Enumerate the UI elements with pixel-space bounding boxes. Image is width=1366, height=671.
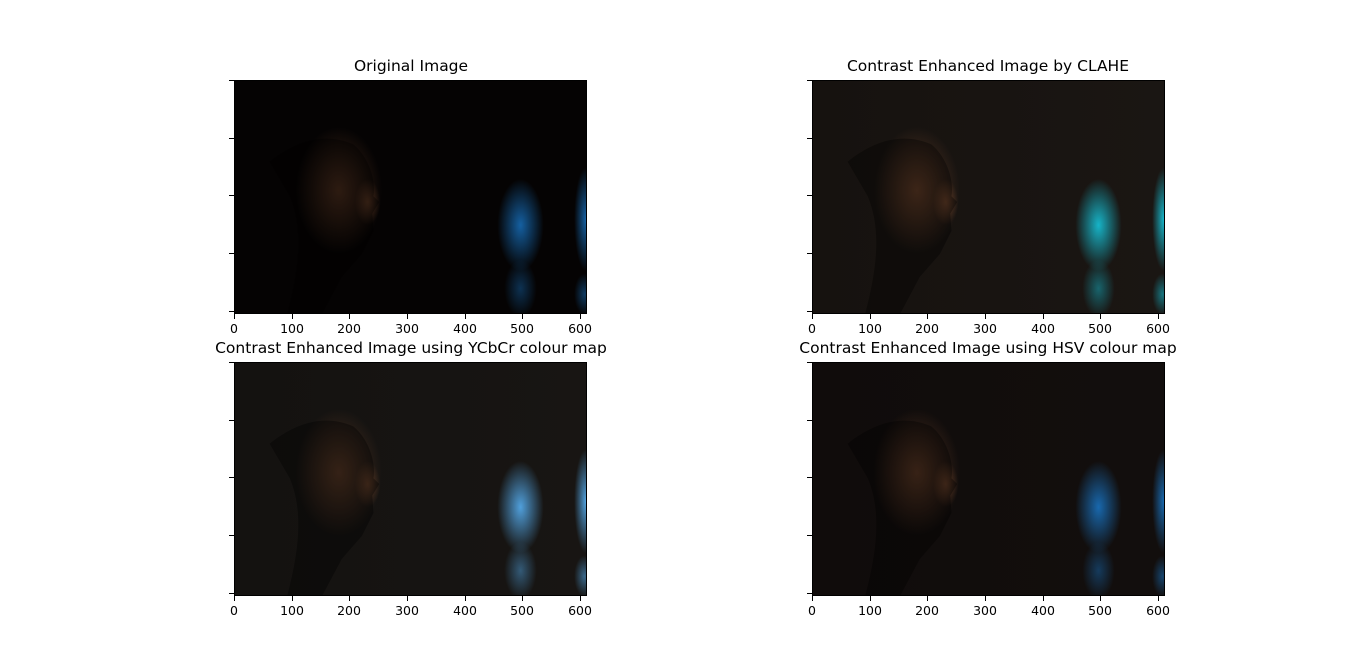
y-tick-mark [229,253,234,254]
photo-image [813,81,1164,313]
x-tick-mark [1100,314,1101,319]
y-tick-mark [807,311,812,312]
photo-image [235,81,586,313]
x-tick-label: 0 [808,321,816,336]
x-tick-mark [1043,314,1044,319]
x-tick-mark [1158,314,1159,319]
image-plot-original [234,80,587,314]
y-tick-mark [807,362,812,363]
y-tick-mark [229,535,234,536]
y-tick-mark [229,362,234,363]
x-tick-label: 600 [568,321,592,336]
x-tick-label: 500 [1088,603,1112,618]
x-tick-label: 600 [1146,603,1170,618]
x-tick-label: 400 [1031,603,1055,618]
x-tick-label: 300 [395,603,419,618]
y-tick-mark [229,420,234,421]
x-tick-label: 0 [230,321,238,336]
y-tick-mark [807,593,812,594]
x-tick-label: 200 [337,603,361,618]
x-tick-mark [1158,596,1159,601]
x-tick-label: 400 [453,321,477,336]
panel-title: Contrast Enhanced Image using HSV colour… [799,339,1177,357]
x-tick-label: 100 [280,321,304,336]
image-plot-hsv [812,362,1165,596]
y-tick-mark [807,253,812,254]
x-tick-label: 0 [808,603,816,618]
x-tick-mark [812,596,813,601]
x-tick-mark [580,314,581,319]
photo-image [235,363,586,595]
x-tick-label: 400 [453,603,477,618]
x-tick-mark [349,596,350,601]
y-tick-mark [807,195,812,196]
y-tick-mark [229,593,234,594]
y-tick-mark [229,80,234,81]
y-tick-mark [807,420,812,421]
x-tick-label: 600 [1146,321,1170,336]
x-tick-mark [870,596,871,601]
x-tick-mark [465,314,466,319]
x-tick-mark [465,596,466,601]
image-plot-clahe [812,80,1165,314]
x-tick-label: 200 [337,321,361,336]
image-plot-ycbcr [234,362,587,596]
panel-title: Contrast Enhanced Image using YCbCr colo… [215,339,607,357]
x-tick-label: 300 [973,321,997,336]
x-tick-mark [1043,596,1044,601]
x-tick-label: 100 [858,321,882,336]
x-tick-mark [927,314,928,319]
y-tick-mark [229,138,234,139]
x-tick-label: 500 [1088,321,1112,336]
panel-title: Contrast Enhanced Image by CLAHE [846,57,1130,75]
x-tick-mark [292,596,293,601]
y-tick-mark [229,477,234,478]
x-tick-mark [985,314,986,319]
x-tick-label: 300 [395,321,419,336]
x-tick-label: 500 [510,321,534,336]
panel-title: Original Image [353,57,469,75]
x-tick-label: 600 [568,603,592,618]
y-tick-mark [229,311,234,312]
x-tick-mark [234,314,235,319]
x-tick-mark [870,314,871,319]
x-tick-label: 500 [510,603,534,618]
x-tick-mark [407,314,408,319]
x-tick-mark [522,314,523,319]
x-tick-mark [522,596,523,601]
y-tick-mark [807,477,812,478]
x-tick-mark [407,596,408,601]
x-tick-label: 400 [1031,321,1055,336]
x-tick-mark [1100,596,1101,601]
x-tick-label: 200 [915,321,939,336]
x-tick-mark [580,596,581,601]
x-tick-label: 100 [858,603,882,618]
x-tick-label: 200 [915,603,939,618]
y-tick-mark [807,138,812,139]
x-tick-mark [234,596,235,601]
x-tick-label: 300 [973,603,997,618]
x-tick-mark [985,596,986,601]
x-tick-mark [927,596,928,601]
y-tick-mark [807,535,812,536]
x-tick-mark [349,314,350,319]
x-tick-mark [812,314,813,319]
photo-image [813,363,1164,595]
x-tick-mark [292,314,293,319]
y-tick-mark [807,80,812,81]
y-tick-mark [229,195,234,196]
x-tick-label: 100 [280,603,304,618]
x-tick-label: 0 [230,603,238,618]
